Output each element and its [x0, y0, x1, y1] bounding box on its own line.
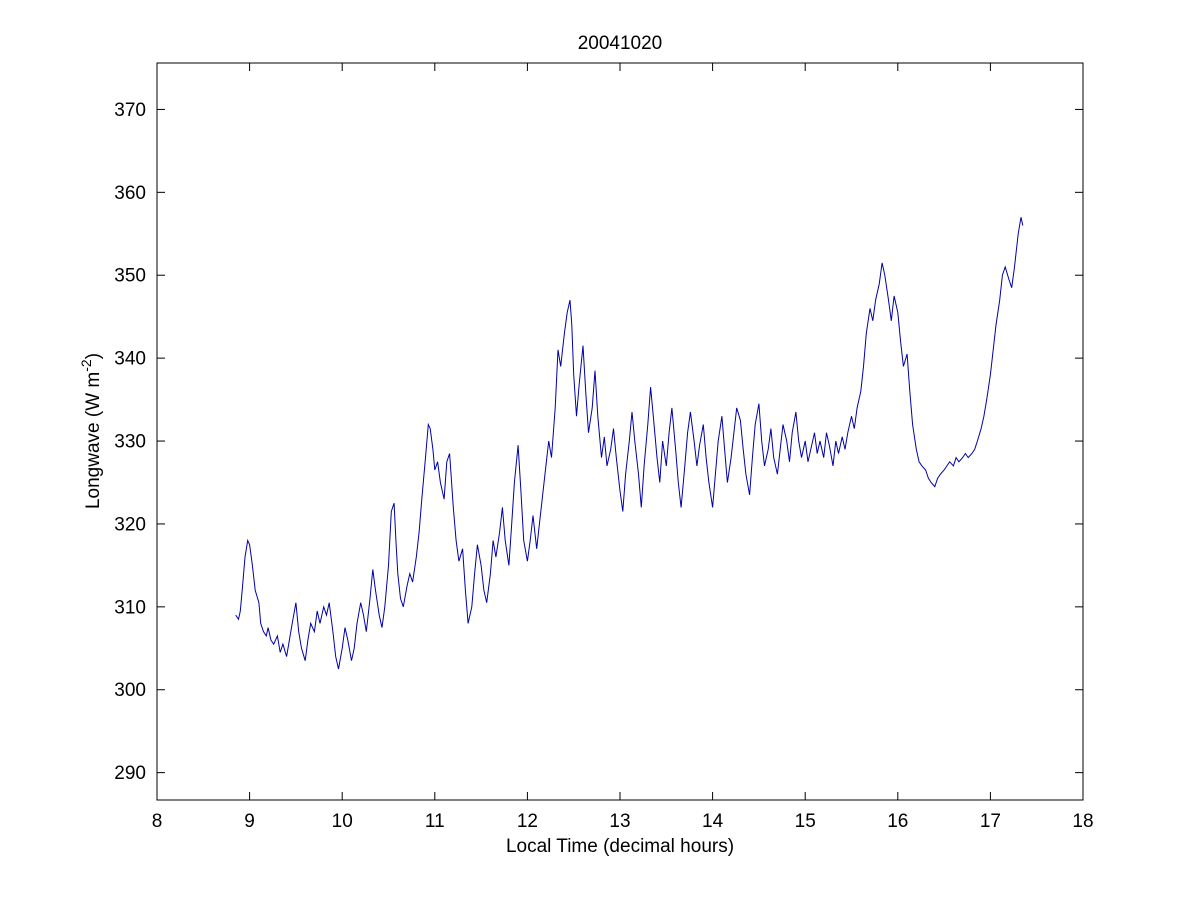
y-tick-label: 310 — [114, 597, 146, 618]
x-tick-label: 8 — [152, 811, 163, 832]
y-tick-label: 290 — [114, 763, 146, 784]
axis-ticks — [156, 63, 1084, 800]
y-axis-label: Longwave (W m-2) — [78, 353, 104, 509]
y-tick-label: 320 — [114, 514, 146, 535]
plot-area — [156, 62, 1084, 801]
y-tick-label: 300 — [114, 680, 146, 701]
chart-title: 20041020 — [578, 33, 663, 54]
x-tick-label: 14 — [702, 811, 724, 832]
x-tick-label: 18 — [1072, 811, 1093, 832]
y-tick-label: 360 — [114, 183, 146, 204]
y-axis-label-text: Longwave (W m — [83, 372, 104, 509]
x-tick-label: 15 — [795, 811, 816, 832]
x-tick-label: 9 — [244, 811, 255, 832]
x-tick-label: 12 — [517, 811, 538, 832]
x-tick-label: 11 — [425, 811, 445, 832]
y-tick-label: 370 — [114, 100, 146, 121]
longwave-series-line — [235, 217, 1024, 670]
y-tick-label: 350 — [114, 266, 146, 287]
x-tick-label: 17 — [980, 811, 1001, 832]
x-tick-label: 13 — [609, 811, 630, 832]
y-axis-label-superscript: -2 — [78, 359, 94, 372]
y-axis-label-close: ) — [83, 353, 104, 359]
axis-tick-labels: 8 9 10 11 12 13 14 15 16 17 18 290 300 310 320 330 340 35… — [114, 100, 1093, 832]
y-tick-label: 330 — [114, 432, 146, 453]
y-tick-label: 340 — [114, 349, 146, 370]
x-tick-label: 10 — [332, 811, 353, 832]
x-tick-label: 16 — [887, 811, 908, 832]
x-axis-label: Local Time (decimal hours) — [506, 836, 734, 857]
